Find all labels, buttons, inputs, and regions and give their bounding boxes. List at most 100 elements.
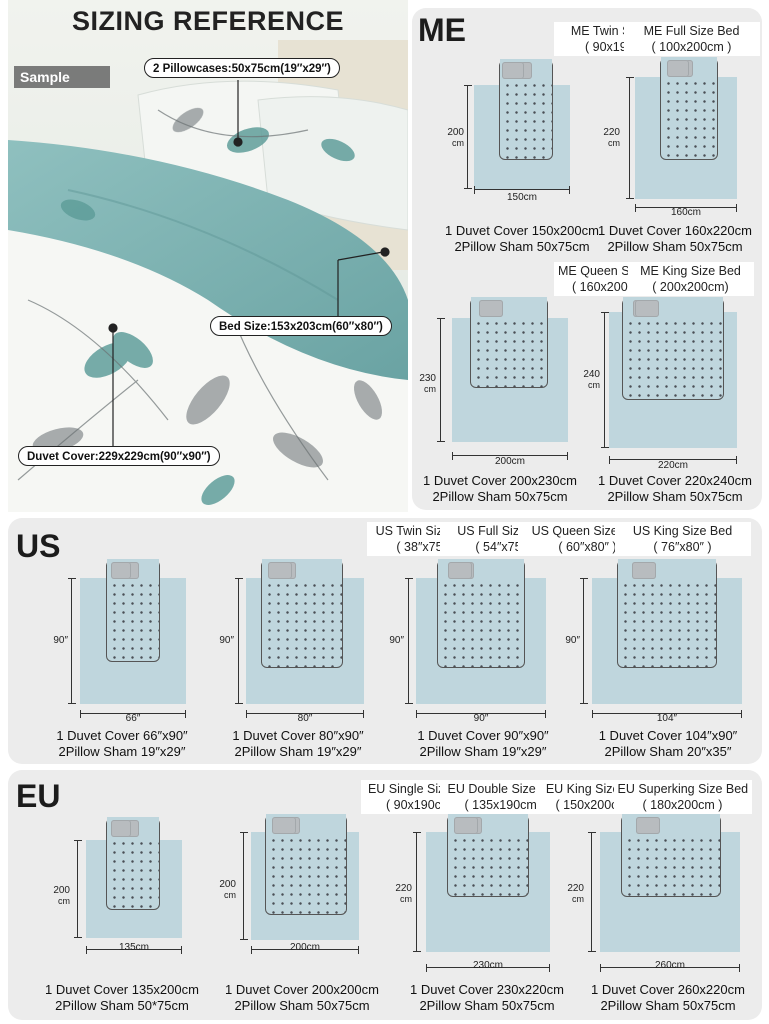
eu-card-2-height-dimension [413, 832, 421, 952]
us-card-0-height-dimension [68, 578, 76, 704]
eu-card-0-width-dimension [86, 946, 182, 954]
eu-card-0-height-dimension [74, 840, 82, 938]
eu-card-2-pillows [448, 814, 528, 834]
me-card-0-height-unit: cm [452, 138, 464, 148]
me-card-3-title: ME King Size Bed ( 200x200cm) [627, 262, 754, 296]
me-card-2-width-label: 200cm [494, 456, 525, 467]
me-card-2-width-dimension [452, 452, 568, 460]
us-card-2-width-dimension [416, 710, 546, 718]
pillow-sham-icon [111, 820, 131, 837]
eu-card-1-name: EU Double Size Bed [447, 782, 562, 796]
eu-card-2-bed-outline [447, 814, 529, 897]
pillow-sham-icon [479, 300, 503, 317]
me-card-1-height-dimension [626, 77, 634, 199]
me-card-2-height-dimension [437, 318, 445, 442]
eu-card-1-width-label: 200cm [289, 942, 320, 953]
me-card-1-height-value: 220 [603, 127, 620, 138]
eu-card-0-height-value: 200 [53, 885, 70, 896]
eu-card-0-width-label: 135cm [118, 942, 149, 953]
me-card-3-height-unit: cm [588, 380, 600, 390]
us-card-3-height-value: 90″ [565, 635, 580, 646]
us-card-2-height-dimension [405, 578, 413, 704]
me-card-0-caption: 1 Duvet Cover 150x200cm 2Pillow Sham 50x7… [432, 223, 612, 255]
us-card-0-pillow-spec: 2Pillow Sham 19″x29″ [58, 744, 186, 759]
us-card-0-caption: 1 Duvet Cover 66″x90″ 2Pillow Sham 19″x29… [32, 728, 212, 760]
us-card-3-pillows [618, 559, 716, 579]
me-card-3-duvet-spec: 1 Duvet Cover 220x240cm [598, 473, 752, 488]
eu-card-1-caption: 1 Duvet Cover 200x200cm 2Pillow Sham 50x7… [212, 982, 392, 1014]
us-card-3-mattress-size: ( 76″x80″ ) [653, 540, 712, 554]
me-card-1-title: ME Full Size Bed ( 100x200cm ) [623, 22, 760, 56]
me-card-1-mattress-size: ( 100x200cm ) [651, 40, 732, 54]
us-card-1-caption: 1 Duvet Cover 80″x90″ 2Pillow Sham 19″x29… [208, 728, 388, 760]
eu-card-2-height-unit: cm [400, 894, 412, 904]
eu-card-3-duvet-spec: 1 Duvet Cover 260x220cm [591, 982, 745, 997]
me-card-3-pillows [623, 297, 723, 317]
us-region-title: US [16, 528, 61, 564]
us-card-3-height-dimension [580, 578, 588, 704]
eu-card-2-duvet-spec: 1 Duvet Cover 230x220cm [410, 982, 564, 997]
pillow-sham-icon [502, 62, 524, 79]
us-card-3-width-dimension [592, 710, 742, 718]
me-card-2-duvet-spec: 1 Duvet Cover 200x230cm [423, 473, 577, 488]
me-card-0-width-dimension [474, 186, 570, 194]
me-card-3-height-dimension [601, 312, 609, 448]
eu-card-2-height-value: 220 [395, 883, 412, 894]
us-card-1-bed-outline [261, 559, 343, 668]
me-card-1-width-dimension [635, 204, 737, 212]
me-card-2-bed-outline [470, 297, 548, 388]
me-card-3-width-label: 220cm [657, 460, 688, 471]
us-card-3-name: US King Size Bed [632, 524, 733, 538]
me-region-title: ME [418, 12, 466, 48]
eu-card-0-duvet-spec: 1 Duvet Cover 135x200cm [45, 982, 199, 997]
me-card-3-name: ME King Size Bed [640, 264, 741, 278]
us-card-2-height-value: 90″ [389, 635, 404, 646]
pillow-sham-icon [111, 562, 131, 579]
pillowcases-callout: 2 Pillowcases:50x75cm(19″x29″) [144, 58, 340, 78]
eu-card-2-height-label: 220 cm [394, 883, 412, 905]
us-card-3-height-label: 90″ [562, 636, 580, 646]
eu-card-1-pillow-spec: 2Pillow Sham 50x75cm [234, 998, 370, 1013]
eu-card-3-caption: 1 Duvet Cover 260x220cm 2Pillow Sham 50x7… [578, 982, 758, 1014]
me-card-0-bed-outline [499, 59, 553, 160]
pillow-sham-icon [268, 562, 292, 579]
us-card-2-pillows [438, 559, 524, 579]
us-card-0-pillows [107, 559, 159, 579]
me-card-1-duvet-spec: 1 Duvet Cover 160x220cm [598, 223, 752, 238]
eu-region-title: EU [16, 778, 61, 814]
us-card-1-duvet-spec: 1 Duvet Cover 80″x90″ [232, 728, 364, 743]
us-card-1-pillow-spec: 2Pillow Sham 19″x29″ [234, 744, 362, 759]
me-card-1-width-label: 160cm [670, 207, 701, 218]
pillow-sham-icon [272, 817, 296, 834]
eu-card-3-mattress-size: ( 180x200cm ) [642, 798, 723, 812]
eu-card-3-bed-outline [621, 814, 721, 897]
me-card-3-pillow-spec: 2Pillow Sham 50x75cm [607, 489, 743, 504]
eu-card-3-width-label: 260cm [654, 960, 685, 971]
me-card-2-pillows [471, 297, 547, 317]
me-card-1-height-label: 220 cm [602, 127, 620, 149]
us-card-2-caption: 1 Duvet Cover 90″x90″ 2Pillow Sham 19″x29… [393, 728, 573, 760]
me-card-0-pillow-spec: 2Pillow Sham 50x75cm [454, 239, 590, 254]
us-card-0-width-dimension [80, 710, 186, 718]
us-card-1-width-label: 80″ [297, 713, 313, 724]
me-card-0-height-dimension [464, 85, 472, 189]
eu-card-1-height-unit: cm [224, 890, 236, 900]
eu-card-1-width-dimension [251, 946, 359, 954]
page-title: SIZING REFERENCE [71, 6, 345, 36]
eu-card-1-height-dimension [240, 832, 248, 940]
eu-card-3-height-unit: cm [572, 894, 584, 904]
us-card-1-height-value: 90″ [219, 635, 234, 646]
me-card-2-caption: 1 Duvet Cover 200x230cm 2Pillow Sham 50x7… [410, 473, 590, 505]
eu-card-0-height-label: 200 cm [52, 885, 70, 907]
me-card-0-height-value: 200 [447, 127, 464, 138]
pillow-sham-icon [632, 562, 656, 579]
us-card-3-pillow-spec: 2Pillow Sham 20″x35″ [604, 744, 732, 759]
me-card-1-height-unit: cm [608, 138, 620, 148]
eu-card-3-name: EU Superking Size Bed [617, 782, 749, 796]
me-card-0-duvet-spec: 1 Duvet Cover 150x200cm [445, 223, 599, 238]
eu-card-0-height-unit: cm [58, 896, 70, 906]
us-card-3-width-label: 104″ [656, 713, 678, 724]
us-card-3-title: US King Size Bed ( 76″x80″ ) [614, 522, 751, 556]
pillow-sham-icon [667, 60, 689, 77]
eu-card-3-height-label: 220 cm [566, 884, 584, 905]
